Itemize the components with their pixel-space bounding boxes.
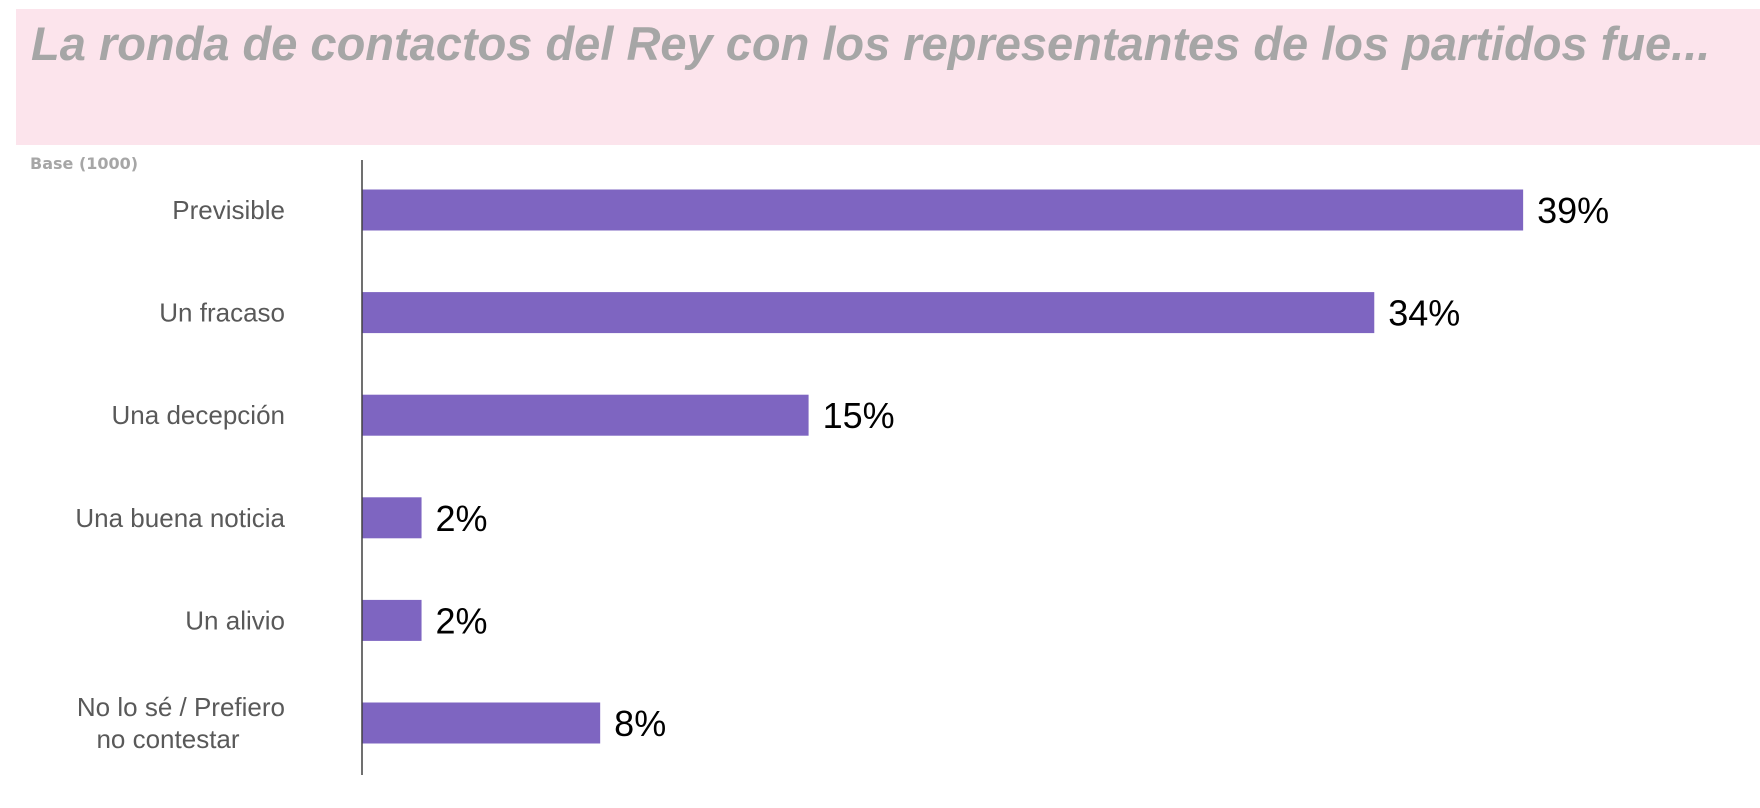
page-title: La ronda de contactos del Rey con los re… <box>31 17 1711 70</box>
value-label: 8% <box>614 703 666 744</box>
value-labels-group: 39% 34% 15% 2% 2% 8% <box>436 190 1610 744</box>
category-label: Una buena noticia <box>75 503 285 533</box>
value-label: 2% <box>436 600 488 641</box>
category-label: Una decepción <box>112 400 285 430</box>
value-label: 34% <box>1388 293 1460 334</box>
category-label: No lo sé / Prefiero no contestar <box>77 692 285 754</box>
bar <box>362 292 1375 334</box>
category-label-line: No lo sé / Prefiero <box>77 692 285 722</box>
value-label: 2% <box>436 498 488 539</box>
value-label: 15% <box>823 395 895 436</box>
category-label-line: no contestar <box>96 724 239 754</box>
category-label: Un alivio <box>185 605 285 635</box>
bar <box>362 599 422 641</box>
bar <box>362 497 422 539</box>
bars-group <box>362 189 1524 744</box>
category-label: Un fracaso <box>159 298 285 328</box>
category-label: Previsible <box>172 195 285 225</box>
bar <box>362 394 809 436</box>
category-labels-group: Previsible Un fracaso Una decepción Una bue… <box>75 195 285 754</box>
bar <box>362 189 1524 231</box>
title-band <box>16 9 1760 145</box>
base-note: Base (1000) <box>30 154 139 173</box>
value-label: 39% <box>1537 190 1609 231</box>
bar <box>362 702 601 744</box>
